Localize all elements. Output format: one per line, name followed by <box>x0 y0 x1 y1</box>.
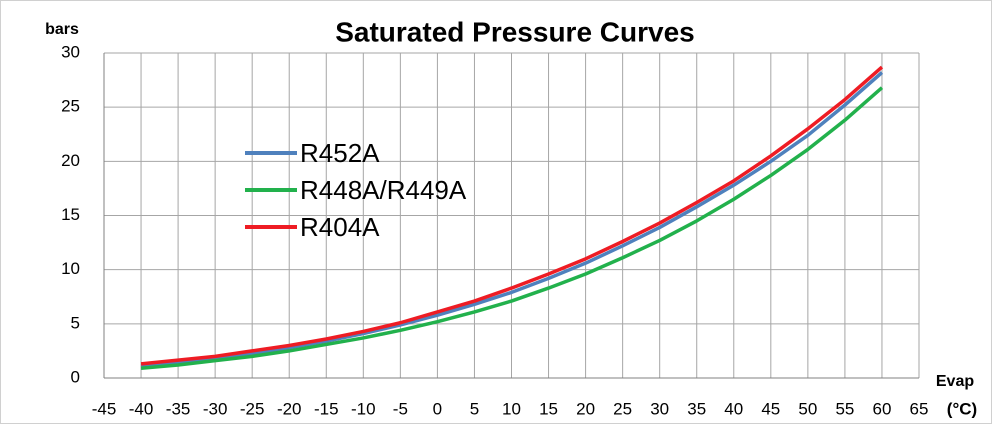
x-tick-label: 50 <box>798 399 817 418</box>
y-tick-label: 5 <box>71 313 80 332</box>
x-tick-label: 40 <box>724 399 743 418</box>
x-tick-label: 5 <box>470 399 479 418</box>
x-tick-label: 60 <box>872 399 891 418</box>
x-tick-label: 25 <box>613 399 632 418</box>
legend-label: R448A/R449A <box>300 175 467 205</box>
x-tick-label: -20 <box>277 399 302 418</box>
legend-label: R452A <box>300 138 380 168</box>
x-tick-label: -15 <box>314 399 339 418</box>
series-line <box>140 65 884 366</box>
x-tick-label: -45 <box>92 399 117 418</box>
x-tick-label: -5 <box>393 399 408 418</box>
series-line <box>140 71 884 368</box>
x-tick-label: 35 <box>687 399 706 418</box>
x-tick-label: -40 <box>129 399 154 418</box>
x-tick-label: -25 <box>240 399 265 418</box>
y-tick-label: 20 <box>61 151 80 170</box>
y-tick-label: 0 <box>71 367 80 386</box>
x-tick-label: 20 <box>576 399 595 418</box>
legend-label: R404A <box>300 212 380 242</box>
series-line <box>140 86 884 370</box>
x-tick-label: 30 <box>650 399 669 418</box>
y-axis-label: bars <box>45 21 79 38</box>
x-axis-label: Evap <box>936 373 974 390</box>
x-tick-label: -35 <box>166 399 191 418</box>
x-tick-label: -30 <box>203 399 228 418</box>
x-axis-unit: (°C) <box>947 399 977 418</box>
x-tick-label: 55 <box>835 399 854 418</box>
x-tick-label: 0 <box>433 399 442 418</box>
y-tick-label: 30 <box>61 42 80 61</box>
x-tick-label: -10 <box>351 399 376 418</box>
x-tick-label: 45 <box>761 399 780 418</box>
chart-title: Saturated Pressure Curves <box>335 16 695 47</box>
y-tick-label: 10 <box>61 259 80 278</box>
y-tick-label: 25 <box>61 97 80 116</box>
x-tick-label: 65 <box>910 399 929 418</box>
y-tick-label: 15 <box>61 205 80 224</box>
x-tick-label: 10 <box>502 399 521 418</box>
x-tick-label: 15 <box>539 399 558 418</box>
